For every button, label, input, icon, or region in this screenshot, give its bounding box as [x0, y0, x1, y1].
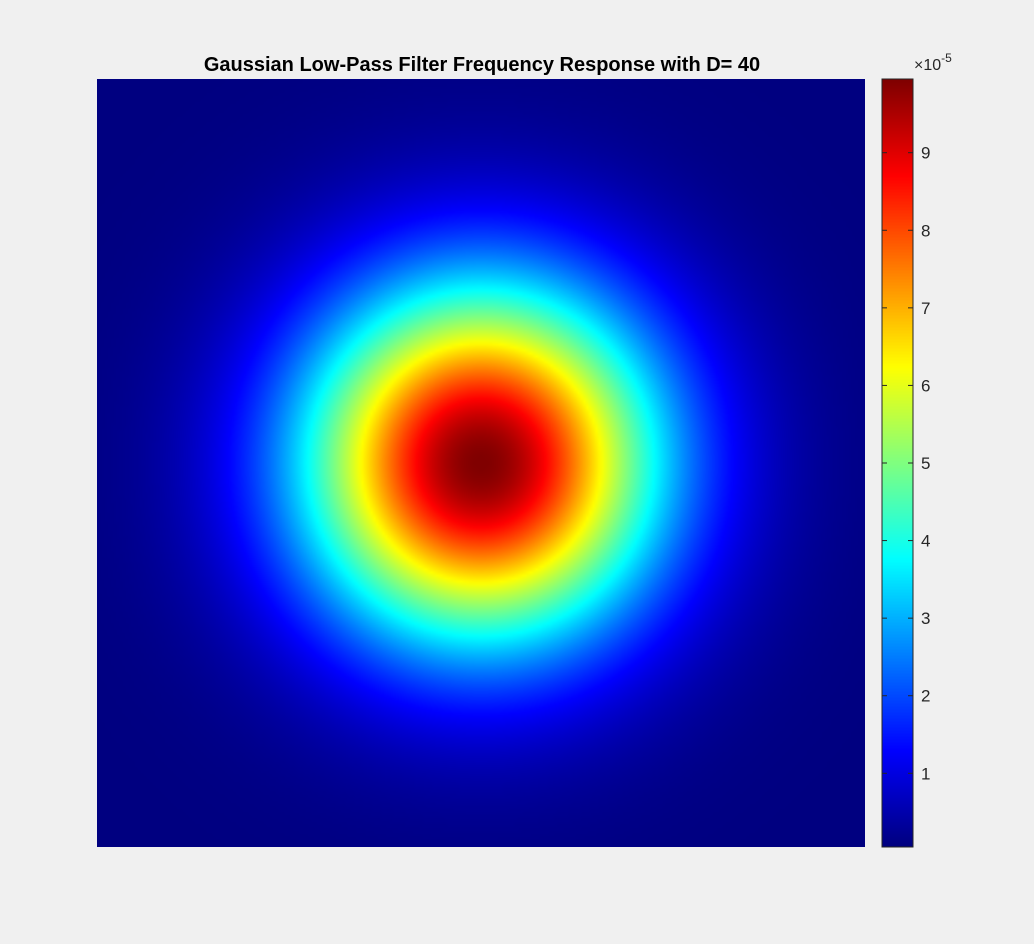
colorbar-tick-label: 7 — [921, 299, 930, 318]
colorbar-exponent-power: -5 — [941, 51, 952, 65]
colorbar-tick-label: 8 — [921, 221, 930, 240]
colorbar: 1 2 3 4 5 6 7 8 9 ×10-5 — [881, 51, 952, 848]
colorbar-tick-label: 4 — [921, 532, 930, 551]
colorbar-tick-label: 6 — [921, 376, 930, 395]
chart-title: Gaussian Low-Pass Filter Frequency Respo… — [204, 54, 760, 76]
colorbar-tick-label: 3 — [921, 609, 930, 628]
heatmap-image — [97, 79, 865, 847]
colorbar-exponent-base: ×10 — [914, 57, 941, 74]
colorbar-tick-label: 5 — [921, 454, 930, 473]
colorbar-tick-label: 1 — [921, 764, 930, 783]
colorbar-ticks: 1 2 3 4 5 6 7 8 9 — [882, 144, 930, 783]
colorbar-tick-label: 2 — [921, 687, 930, 706]
colorbar-gradient — [882, 79, 913, 847]
colorbar-exponent: ×10-5 — [914, 51, 952, 74]
colorbar-tick-label: 9 — [921, 144, 930, 163]
heatmap-plot — [97, 79, 865, 847]
